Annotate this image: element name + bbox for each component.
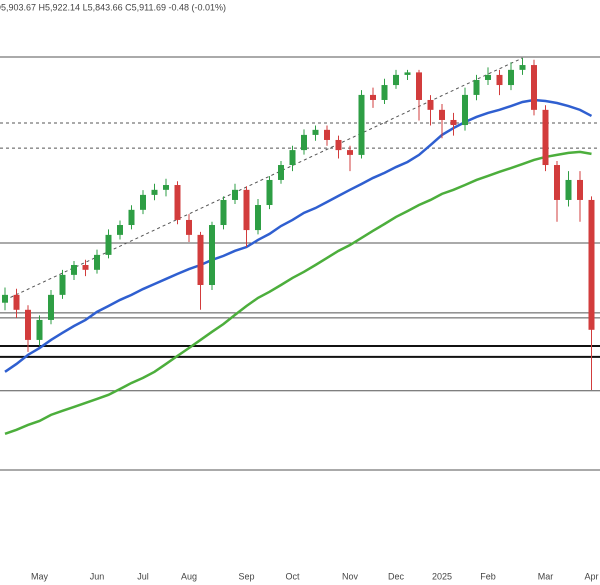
candle-body xyxy=(416,72,422,100)
x-tick-label: Jul xyxy=(137,571,149,581)
candle-body xyxy=(243,189,250,231)
candle-body xyxy=(404,72,411,75)
candle-body xyxy=(439,109,445,120)
candle-body xyxy=(82,265,89,270)
candle-body xyxy=(393,74,399,86)
candle-body xyxy=(370,94,376,100)
x-tick-label: Feb xyxy=(480,571,496,581)
x-tick-label: Mar xyxy=(538,571,554,581)
candle-body xyxy=(94,254,100,270)
x-tick-label: Oct xyxy=(285,571,300,581)
x-tick-label: Apr xyxy=(584,571,598,581)
x-tick-label: Dec xyxy=(388,571,405,581)
candle-body xyxy=(335,139,342,151)
moving-average xyxy=(4,150,592,436)
x-axis: May Jun Jul Aug Sep Oct Nov Dec 2025 Feb Mar Apr xyxy=(31,571,599,581)
x-tick-label: Jun xyxy=(90,571,105,581)
candle-body xyxy=(13,294,20,310)
candle-body xyxy=(301,134,307,151)
candle-body xyxy=(140,194,146,210)
x-tick-label: Aug xyxy=(181,571,197,581)
candle-body xyxy=(565,179,572,200)
x-tick-label: May xyxy=(31,571,49,581)
candle-body xyxy=(289,150,296,166)
candle-body xyxy=(25,309,31,340)
candle-body xyxy=(2,294,8,303)
candle-body xyxy=(71,265,77,275)
trendline xyxy=(4,57,523,301)
candle-body xyxy=(163,185,169,190)
candle-body xyxy=(473,79,480,95)
candle-body xyxy=(255,205,261,231)
candle-body xyxy=(117,225,123,235)
candle-body xyxy=(542,109,549,166)
x-tick-label: Nov xyxy=(342,571,359,581)
candle-body xyxy=(496,74,503,86)
x-tick-label: 2025 xyxy=(432,571,452,581)
candle-body xyxy=(588,199,595,330)
candle-body xyxy=(278,165,284,180)
trendline-layer xyxy=(4,57,523,301)
candle-body xyxy=(485,74,491,80)
candle-body xyxy=(554,165,560,200)
candle-body xyxy=(508,69,514,86)
candle-body xyxy=(266,179,273,206)
candle-body xyxy=(312,129,319,135)
candle-body xyxy=(358,94,365,155)
candle-body xyxy=(324,129,330,140)
candle-body xyxy=(450,119,457,126)
candle-body xyxy=(151,189,158,195)
candle-body xyxy=(209,225,215,285)
levels xyxy=(0,56,600,471)
candle-body xyxy=(577,179,583,200)
candle-body xyxy=(220,199,227,226)
moving-average xyxy=(4,98,593,373)
candle-body xyxy=(174,185,181,220)
candle-body xyxy=(197,234,204,285)
candle-body xyxy=(48,294,54,320)
candle-body xyxy=(59,274,66,295)
candle-body xyxy=(381,85,388,100)
candles xyxy=(2,57,595,391)
candle-body xyxy=(232,189,238,200)
candle-body xyxy=(128,209,135,226)
candle-body xyxy=(427,99,434,110)
candle-body xyxy=(347,150,353,155)
candle-body xyxy=(519,65,526,70)
x-tick-label: Sep xyxy=(238,571,254,581)
moving-averages xyxy=(4,98,593,436)
candle-body xyxy=(186,219,192,235)
candle-body xyxy=(531,65,537,110)
candle-body xyxy=(105,234,112,255)
ohlc-header: O5,903.67 H5,922.14 L5,843.66 C5,911.69 … xyxy=(0,2,226,12)
candle-body xyxy=(36,319,43,340)
candle-body xyxy=(462,94,468,126)
